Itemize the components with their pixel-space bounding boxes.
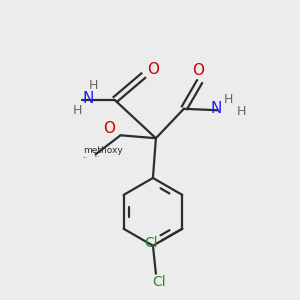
Text: O: O xyxy=(147,61,159,76)
Text: N: N xyxy=(210,101,222,116)
Text: methoxy: methoxy xyxy=(83,146,123,155)
Text: H: H xyxy=(223,93,233,106)
Text: O: O xyxy=(193,63,205,78)
Text: N: N xyxy=(82,91,94,106)
Text: H: H xyxy=(73,104,83,117)
Text: methyl: methyl xyxy=(95,155,100,157)
Text: O: O xyxy=(103,121,115,136)
Text: Cl: Cl xyxy=(152,275,166,290)
Text: methyl: methyl xyxy=(83,157,88,158)
Text: H: H xyxy=(89,79,98,92)
Text: Cl: Cl xyxy=(145,236,158,250)
Text: H: H xyxy=(237,105,246,118)
